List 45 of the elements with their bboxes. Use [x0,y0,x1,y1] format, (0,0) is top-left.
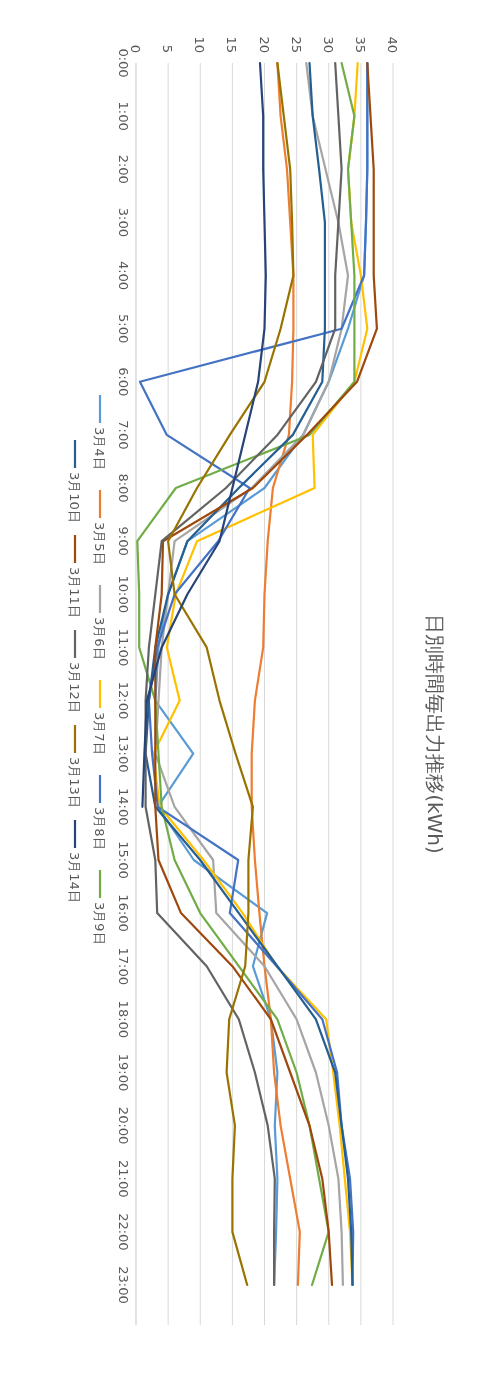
legend-label: 3月10日 [67,472,82,523]
x-tick-label: 40 [385,36,400,53]
y-tick-label: 10:00 [116,575,131,614]
y-tick-label: 19:00 [116,1053,131,1092]
y-tick-label: 1:00 [116,101,131,131]
legend-label: 3月9日 [92,902,107,945]
legend-label: 3月14日 [67,852,82,903]
y-tick-label: 8:00 [116,473,131,503]
legend-label: 3月8日 [92,807,107,850]
x-tick-label: 15 [224,36,240,53]
y-tick-label: 5:00 [116,314,131,344]
legend-label: 3月7日 [92,712,107,755]
y-tick-label: 7:00 [116,420,131,450]
legend-label: 3月5日 [92,522,107,565]
y-tick-label: 16:00 [116,894,131,932]
y-tick-label: 11:00 [116,628,131,667]
y-tick-label: 4:00 [116,260,131,291]
x-tick-label: 5 [160,44,176,53]
y-tick-label: 3:00 [116,207,131,237]
legend-label: 3月4日 [92,427,107,470]
y-tick-label: 13:00 [116,734,131,773]
y-tick-label: 17:00 [116,947,131,985]
x-tick-label: 35 [352,36,368,53]
y-tick-label: 18:00 [116,1000,131,1039]
y-tick-label: 6:00 [116,367,131,397]
y-tick-label: 14:00 [116,788,131,826]
x-tick-label: 30 [320,36,336,53]
legend-label: 3月13日 [67,757,82,808]
x-tick-label: 25 [288,36,304,53]
y-tick-label: 23:00 [116,1266,131,1304]
y-tick-label: 22:00 [116,1213,131,1251]
legend-label: 3月11日 [67,567,82,618]
y-tick-label: 0:00 [116,48,131,78]
x-tick-label: 20 [256,36,272,53]
x-tick-label: 0 [128,44,143,53]
text: 日別時間毎出力推移(kWh) [423,614,447,854]
y-tick-label: 21:00 [116,1160,131,1198]
y-tick-label: 12:00 [116,681,131,720]
x-tick-label: 10 [192,36,208,53]
y-tick-label: 2:00 [116,154,131,184]
y-tick-label: 9:00 [116,526,131,556]
legend-label: 3月12日 [67,662,82,713]
y-tick-label: 20:00 [116,1106,131,1145]
legend-label: 3月6日 [92,617,107,660]
y-tick-label: 15:00 [116,841,131,879]
